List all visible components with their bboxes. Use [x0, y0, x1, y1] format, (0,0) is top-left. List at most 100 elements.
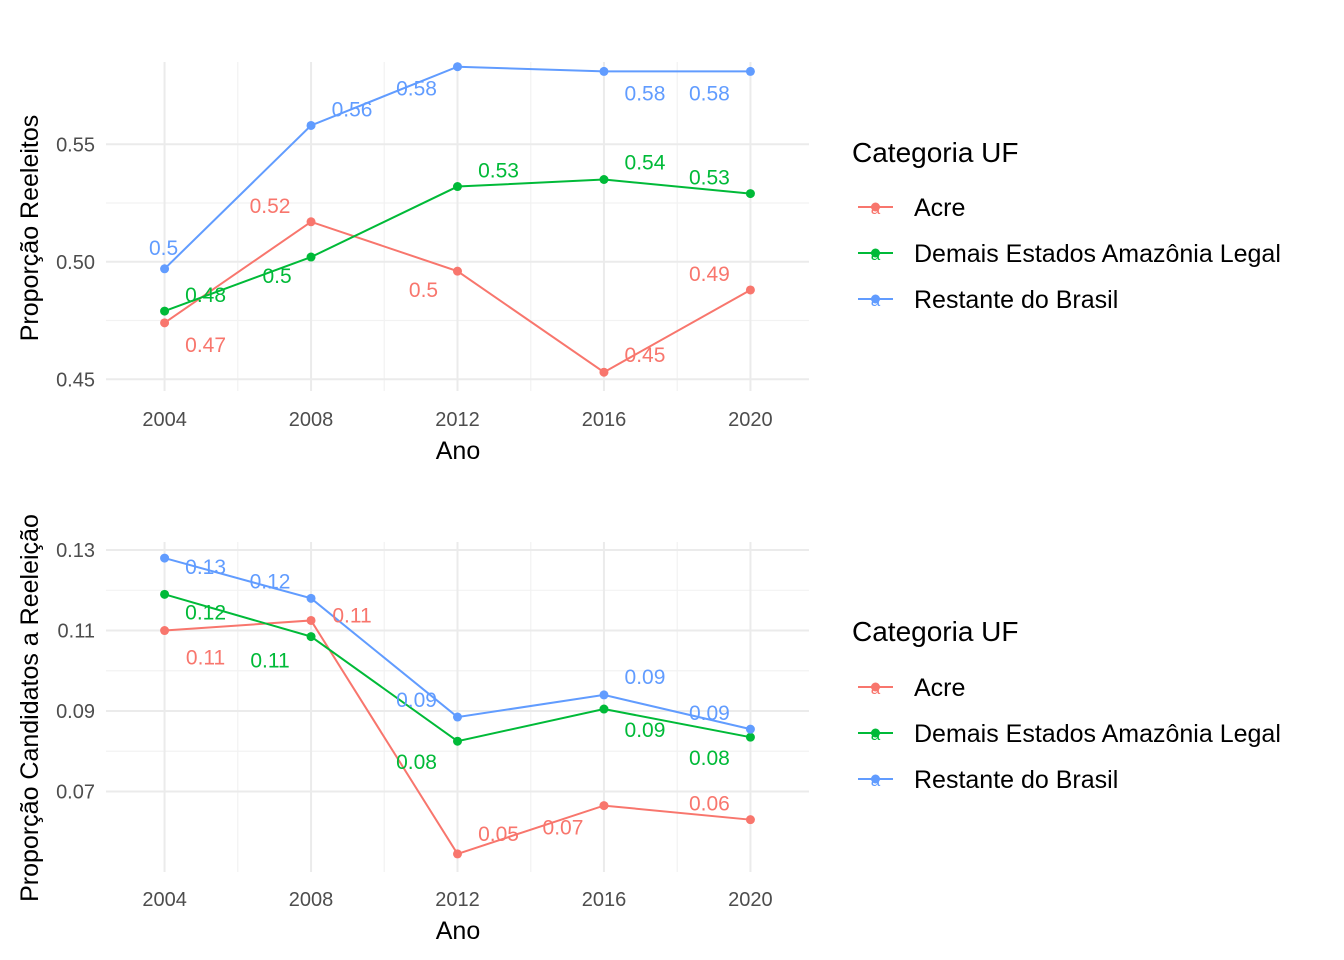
data-label: 0.09 [625, 666, 666, 689]
data-point [745, 815, 755, 825]
legend-label: Demais Estados Amazônia Legal [914, 240, 1281, 268]
legend-key-glyph: a [871, 679, 881, 698]
y-axis-title: Proporção Reeleitos [16, 115, 44, 342]
legend-item-restante-do-brasil: a Restante do Brasil [858, 766, 1118, 794]
y-tick-label: 0.09 [56, 701, 95, 723]
data-label: 0.58 [625, 82, 666, 105]
data-label: 0.5 [262, 265, 291, 288]
legend-item-demais-estados-amazonia-legal: a Demais Estados Amazônia Legal [858, 240, 1281, 268]
data-point [745, 724, 755, 734]
x-tick-label: 2016 [582, 889, 627, 911]
data-point [599, 690, 609, 700]
data-label: 0.53 [478, 160, 519, 183]
series-lines [160, 553, 755, 859]
x-tick-label: 2004 [142, 889, 187, 911]
legend-key-glyph: a [871, 291, 881, 310]
data-point [160, 264, 170, 274]
data-label: 0.08 [396, 751, 437, 774]
data-point [306, 615, 316, 625]
legend-label: Acre [914, 194, 965, 222]
data-point [745, 285, 755, 295]
series-restante-do-brasil [160, 553, 755, 734]
data-label: 0.06 [689, 793, 730, 816]
data-point [599, 66, 609, 76]
x-axis-title: Ano [436, 917, 480, 945]
legend-key-glyph: a [871, 771, 881, 790]
x-tick-label: 2020 [728, 409, 773, 431]
legend-label: Demais Estados Amazônia Legal [914, 720, 1281, 748]
data-point [306, 593, 316, 603]
data-point [599, 175, 609, 184]
data-label: 0.12 [250, 570, 291, 593]
legend-key-glyph: a [871, 199, 881, 218]
data-point [160, 306, 170, 316]
data-label: 0.58 [396, 78, 437, 101]
legend-label: Restante do Brasil [914, 286, 1118, 314]
series-demais-estados-amazonia-legal [160, 589, 755, 746]
data-label: 0.09 [396, 689, 437, 712]
y-tick-label: 0.50 [56, 252, 95, 274]
data-label: 0.58 [689, 82, 730, 105]
y-axis-title: Proporção Candidatos a Reeleição [16, 514, 44, 902]
data-label: 0.56 [332, 98, 373, 121]
data-point [306, 120, 316, 130]
data-point [160, 553, 170, 563]
legend-title: Categoria UF [852, 616, 1019, 647]
legend-key-glyph: a [871, 245, 881, 264]
data-label: 0.54 [625, 152, 666, 175]
legend-key-point [871, 202, 880, 212]
data-label: 0.05 [478, 823, 519, 846]
reeleitos-chart: 2004 2008 2012 2016 2020 0.45 0.50 0.55 0.47 0.5… [16, 62, 1281, 465]
legend-key-glyph: a [871, 725, 881, 744]
legend-label: Restante do Brasil [914, 766, 1118, 794]
data-label: 0.5 [409, 279, 438, 302]
legend: Categoria UF a Acre a Demais Estados Amazôn… [852, 616, 1281, 794]
data-label: 0.48 [185, 284, 226, 307]
candidatos-chart: 2004 2008 2012 2016 2020 0.07 0.09 0.11 0.13 0.1… [16, 514, 1281, 945]
data-label: 0.53 [689, 167, 730, 190]
data-point [306, 632, 316, 642]
data-labels: 0.47 0.52 0.5 0.45 0.49 0.48 0.5 0.53 0.54 0.53 0.… [149, 78, 730, 368]
data-point [453, 266, 462, 276]
legend-title: Categoria UF [852, 137, 1019, 168]
grid [106, 62, 809, 391]
legend: Categoria UF a Acre a Demais Estados Amazôn… [852, 137, 1281, 314]
y-tick-label: 0.13 [56, 540, 95, 562]
data-label: 0.12 [185, 601, 226, 624]
data-point [599, 704, 609, 714]
data-label: 0.52 [250, 195, 291, 218]
y-tick-label: 0.11 [58, 621, 95, 643]
legend-label: Acre [914, 674, 965, 702]
series-demais-estados-amazonia-legal [160, 175, 755, 316]
y-tick-label: 0.55 [56, 134, 95, 156]
tick-labels: 2004 2008 2012 2016 2020 0.45 0.50 0.55 [56, 134, 773, 431]
x-tick-label: 2012 [435, 889, 480, 911]
series-acre [160, 217, 755, 377]
data-labels: 0.11 0.11 0.05 0.07 0.06 0.12 0.11 0.08 0.09 0.08… [185, 556, 730, 846]
data-label: 0.09 [625, 719, 666, 742]
data-point [453, 712, 462, 722]
data-point [160, 626, 170, 636]
legend-item-acre: a Acre [858, 194, 965, 222]
legend-key-point [871, 682, 880, 692]
data-point [745, 732, 755, 742]
data-label: 0.09 [689, 702, 730, 725]
x-tick-label: 2004 [142, 409, 187, 431]
x-axis-title: Ano [436, 437, 480, 465]
x-tick-label: 2016 [582, 409, 627, 431]
data-label: 0.11 [250, 650, 289, 673]
data-point [160, 318, 170, 328]
data-label: 0.08 [689, 747, 730, 770]
data-point [306, 217, 316, 227]
data-label: 0.49 [689, 263, 730, 286]
data-point [160, 589, 170, 599]
legend-key-point [871, 248, 880, 258]
legend-key-point [871, 294, 880, 304]
data-point [453, 62, 462, 72]
data-label: 0.47 [185, 334, 226, 357]
data-label: 0.5 [149, 237, 178, 260]
data-point [745, 189, 755, 199]
y-tick-label: 0.07 [56, 782, 95, 804]
x-tick-label: 2008 [289, 409, 334, 431]
